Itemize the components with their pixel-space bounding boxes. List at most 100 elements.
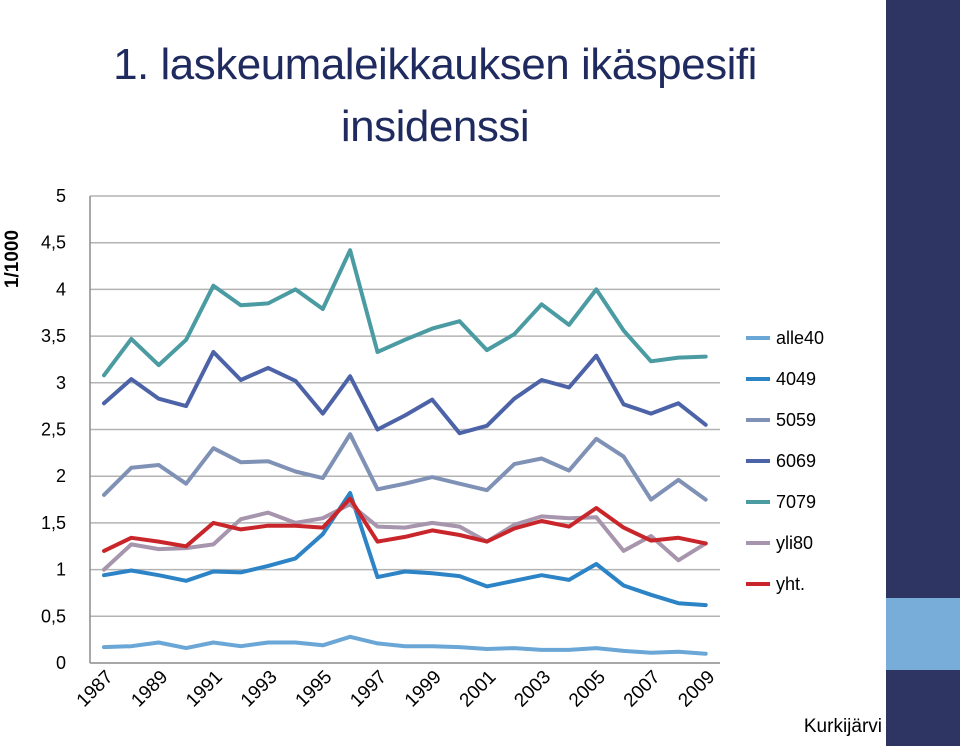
data-point-6069 <box>184 404 188 408</box>
data-point-5059 <box>321 476 325 480</box>
data-point-7079 <box>211 284 215 288</box>
data-point-4049 <box>567 578 571 582</box>
slide-sidebar <box>886 0 960 746</box>
data-point-6069 <box>266 366 270 370</box>
data-point-4049 <box>184 579 188 583</box>
data-point-4049 <box>649 593 653 597</box>
data-point-alle40 <box>676 650 680 654</box>
data-point-4049 <box>266 564 270 568</box>
data-point-4049 <box>239 570 243 575</box>
data-point-6069 <box>457 431 462 435</box>
data-point-yht. <box>403 535 407 539</box>
x-tick-label: 1997 <box>346 667 391 712</box>
data-point-yht. <box>594 506 598 510</box>
data-point-5059 <box>430 475 434 479</box>
data-point-alle40 <box>649 651 653 655</box>
data-point-yli80 <box>512 523 516 527</box>
data-point-4049 <box>676 601 680 605</box>
data-point-7079 <box>485 348 489 352</box>
data-point-6069 <box>375 427 380 432</box>
data-point-5059 <box>266 459 270 463</box>
data-point-yht. <box>676 536 680 540</box>
data-point-yht. <box>348 497 352 501</box>
x-tick-label: 2003 <box>510 667 555 712</box>
data-point-7079 <box>567 323 571 327</box>
data-point-6069 <box>211 350 215 354</box>
data-point-yht. <box>485 539 489 544</box>
x-tick-label: 1993 <box>237 667 282 712</box>
y-tick-label: 3,5 <box>41 326 66 346</box>
data-point-alle40 <box>129 644 133 648</box>
data-point-alle40 <box>704 652 708 656</box>
legend-label-4049: 4049 <box>776 369 816 389</box>
data-point-6069 <box>102 401 106 405</box>
x-tick-label: 1991 <box>182 667 227 712</box>
data-point-yht. <box>102 549 106 553</box>
data-point-4049 <box>430 571 434 575</box>
data-point-yli80 <box>457 525 462 529</box>
series-line-5059 <box>102 432 708 502</box>
data-point-5059 <box>211 446 215 450</box>
data-point-yht. <box>375 539 380 544</box>
data-point-7079 <box>403 338 407 342</box>
data-point-7079 <box>649 359 653 363</box>
y-tick-label: 4 <box>56 279 66 299</box>
x-tick-label: 2001 <box>456 667 501 712</box>
data-point-yht. <box>567 525 571 529</box>
data-point-yht. <box>157 539 161 544</box>
data-point-5059 <box>594 437 598 441</box>
x-tick-label: 1987 <box>73 667 118 712</box>
y-tick-label: 1 <box>56 560 66 580</box>
data-point-6069 <box>622 402 626 406</box>
data-point-4049 <box>540 573 544 577</box>
legend-label-5059: 5059 <box>776 410 816 430</box>
data-point-7079 <box>266 301 270 306</box>
data-point-4049 <box>704 603 708 607</box>
data-point-7079 <box>321 307 325 311</box>
data-point-4049 <box>211 569 215 574</box>
data-point-7079 <box>676 355 680 360</box>
y-tick-label: 2,5 <box>41 420 66 440</box>
data-point-yht. <box>129 536 133 540</box>
data-point-yli80 <box>321 516 325 520</box>
data-point-alle40 <box>293 640 298 645</box>
data-point-6069 <box>704 423 708 427</box>
footer-text: Kurkijärvi <box>803 716 882 737</box>
data-point-yli80 <box>567 516 571 520</box>
data-point-6069 <box>512 397 516 401</box>
y-tick-label: 2 <box>56 466 66 486</box>
data-point-4049 <box>375 575 380 579</box>
data-point-alle40 <box>157 640 161 645</box>
data-point-yht. <box>622 525 626 530</box>
data-point-6069 <box>157 397 161 401</box>
data-point-4049 <box>129 568 133 573</box>
y-tick-label: 5 <box>56 186 66 206</box>
data-point-yht. <box>211 521 215 525</box>
data-point-5059 <box>403 482 407 486</box>
data-point-6069 <box>321 412 325 416</box>
data-point-yli80 <box>157 547 161 551</box>
data-point-5059 <box>129 466 133 470</box>
data-point-6069 <box>403 413 407 418</box>
sidebar-dark-band-bottom <box>886 670 960 746</box>
x-tick-label: 1995 <box>292 667 337 712</box>
data-point-4049 <box>348 491 352 495</box>
y-tick-label: 1,5 <box>41 513 66 533</box>
data-point-yli80 <box>211 542 215 546</box>
data-point-5059 <box>540 456 544 461</box>
data-point-yli80 <box>102 568 106 572</box>
data-point-7079 <box>239 303 243 307</box>
data-point-alle40 <box>567 648 571 652</box>
data-point-alle40 <box>184 646 188 650</box>
sidebar-dark-band <box>886 0 960 598</box>
data-point-6069 <box>540 378 544 382</box>
data-point-alle40 <box>375 641 380 645</box>
data-point-alle40 <box>485 647 489 651</box>
y-tick-label: 0,5 <box>41 606 66 626</box>
data-point-alle40 <box>622 649 626 653</box>
data-point-6069 <box>567 385 571 390</box>
data-point-6069 <box>676 401 680 405</box>
data-point-yht. <box>266 524 270 528</box>
data-point-yht. <box>540 519 544 523</box>
data-point-yli80 <box>239 517 243 521</box>
